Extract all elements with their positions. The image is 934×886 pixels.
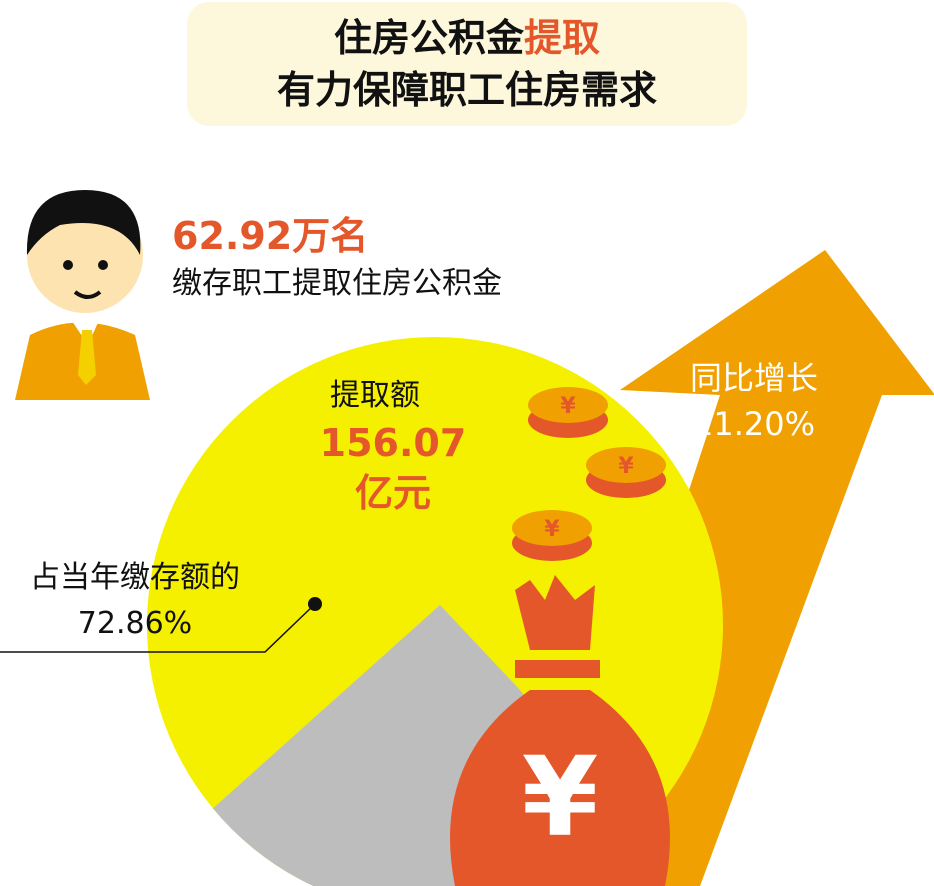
withdrawal-unit: 亿元: [354, 471, 431, 515]
title-line1: 住房公积金提取: [187, 12, 747, 64]
share-label: 占当年缴存额的: [30, 560, 240, 595]
growth-callout: 同比增长 11.20%: [690, 355, 818, 447]
title-banner: 住房公积金提取 有力保障职工住房需求: [187, 2, 747, 126]
withdrawal-amount: 156.07 亿元: [318, 418, 468, 518]
svg-text:¥: ¥: [544, 517, 560, 542]
title-prefix: 住房公积金: [333, 16, 524, 60]
title-line2: 有力保障职工住房需求: [276, 68, 657, 112]
title-highlight: 提取: [524, 16, 601, 60]
growth-value: 11.20%: [693, 405, 816, 443]
svg-text:¥: ¥: [560, 394, 576, 419]
withdrawal-value: 156.07: [319, 421, 467, 465]
withdrawal-label: 提取额: [330, 378, 420, 413]
growth-label: 同比增长: [690, 359, 819, 397]
share-callout: 占当年缴存额的 72.86%: [0, 555, 270, 647]
person-icon: [15, 190, 150, 400]
participants-label: 缴存职工提取住房公积金: [172, 266, 502, 301]
svg-text:¥: ¥: [618, 454, 634, 479]
coin-icon: ¥ ¥ ¥: [512, 387, 666, 561]
participants-value: 62.92万名: [172, 214, 369, 258]
svg-text:¥: ¥: [522, 733, 599, 861]
share-value: 72.86%: [77, 606, 193, 641]
money-bag-icon: ¥: [450, 575, 670, 886]
